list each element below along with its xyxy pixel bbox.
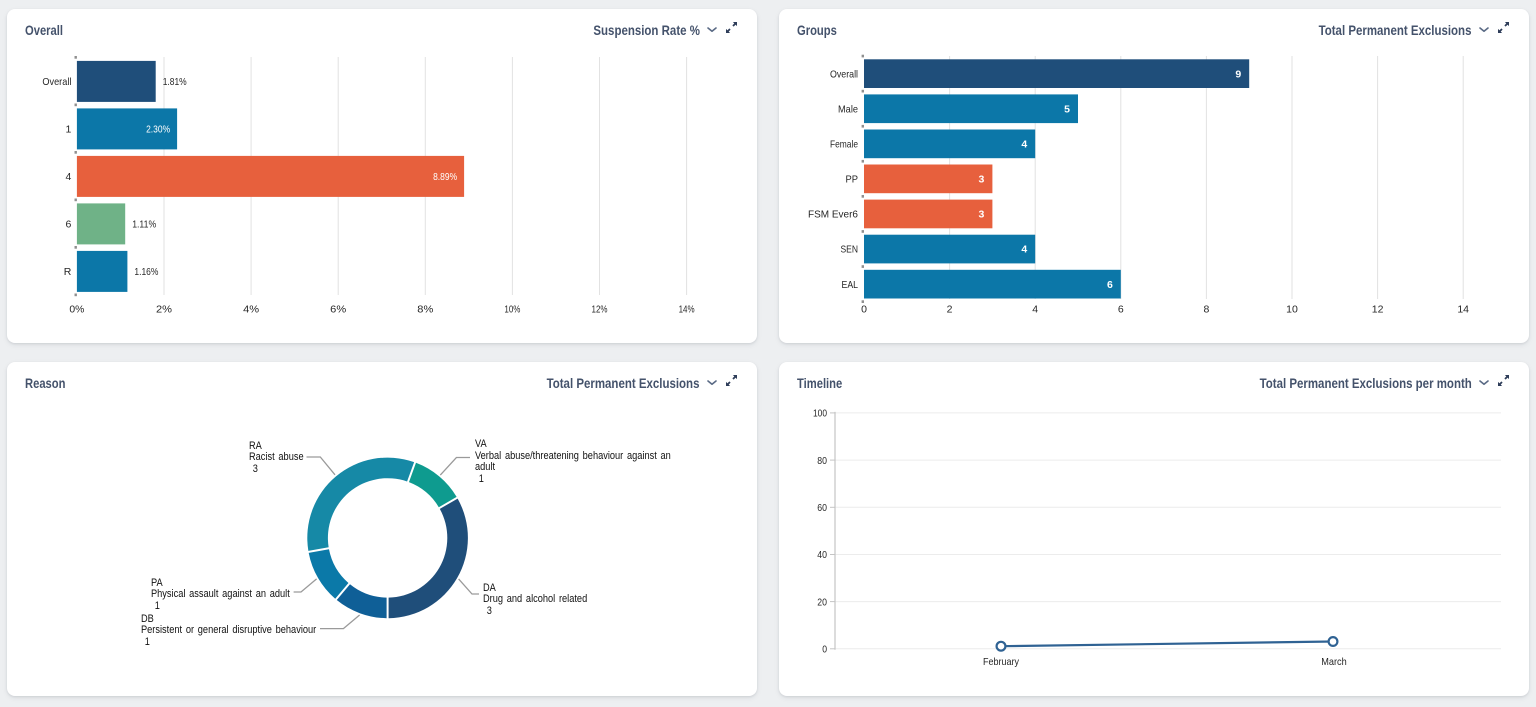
svg-text:2%: 2% bbox=[156, 303, 172, 315]
svg-text:4: 4 bbox=[1021, 139, 1027, 151]
svg-text:8.89%: 8.89% bbox=[433, 171, 457, 183]
svg-text:100: 100 bbox=[813, 408, 827, 420]
svg-text:EAL: EAL bbox=[842, 279, 859, 291]
svg-text:40: 40 bbox=[817, 549, 827, 561]
svg-text:14%: 14% bbox=[679, 303, 695, 315]
svg-text:12%: 12% bbox=[592, 303, 608, 315]
svg-text:6: 6 bbox=[1107, 279, 1113, 291]
svg-text:PP: PP bbox=[846, 174, 859, 186]
svg-text:4%: 4% bbox=[243, 303, 259, 315]
svg-text:9: 9 bbox=[1235, 68, 1241, 80]
svg-text:20: 20 bbox=[817, 596, 827, 608]
svg-text:Overall: Overall bbox=[42, 76, 71, 88]
svg-text:February: February bbox=[983, 656, 1020, 668]
svg-text:14: 14 bbox=[1457, 303, 1469, 315]
svg-text:5: 5 bbox=[1064, 103, 1070, 115]
svg-text:2.30%: 2.30% bbox=[146, 124, 170, 136]
svg-text:0: 0 bbox=[861, 303, 867, 315]
svg-text:SEN: SEN bbox=[841, 244, 859, 256]
svg-text:10: 10 bbox=[1286, 303, 1298, 315]
svg-text:4: 4 bbox=[1032, 303, 1038, 315]
svg-text:Male: Male bbox=[838, 103, 858, 115]
svg-text:10%: 10% bbox=[504, 303, 520, 315]
svg-text:1.81%: 1.81% bbox=[163, 76, 187, 88]
svg-text:3: 3 bbox=[979, 209, 985, 221]
svg-text:2: 2 bbox=[947, 303, 953, 315]
svg-text:6: 6 bbox=[1118, 303, 1124, 315]
svg-text:4: 4 bbox=[66, 171, 72, 183]
svg-text:6: 6 bbox=[66, 219, 72, 231]
svg-text:FSM Ever6: FSM Ever6 bbox=[808, 209, 858, 221]
svg-text:1.11%: 1.11% bbox=[132, 219, 156, 231]
svg-text:Overall: Overall bbox=[830, 68, 858, 80]
svg-text:12: 12 bbox=[1372, 303, 1384, 315]
svg-text:0%: 0% bbox=[69, 303, 84, 315]
svg-text:March: March bbox=[1321, 656, 1347, 668]
svg-text:8%: 8% bbox=[417, 303, 433, 315]
svg-text:1.16%: 1.16% bbox=[134, 266, 158, 278]
svg-text:4: 4 bbox=[1021, 244, 1027, 256]
svg-text:8: 8 bbox=[1203, 303, 1209, 315]
svg-text:0: 0 bbox=[822, 644, 827, 656]
svg-text:R: R bbox=[64, 266, 72, 278]
svg-text:60: 60 bbox=[817, 502, 827, 514]
svg-text:3: 3 bbox=[979, 174, 985, 186]
svg-text:Female: Female bbox=[830, 139, 858, 151]
svg-text:80: 80 bbox=[817, 455, 827, 467]
svg-text:1: 1 bbox=[66, 124, 72, 136]
svg-text:6%: 6% bbox=[330, 303, 346, 315]
